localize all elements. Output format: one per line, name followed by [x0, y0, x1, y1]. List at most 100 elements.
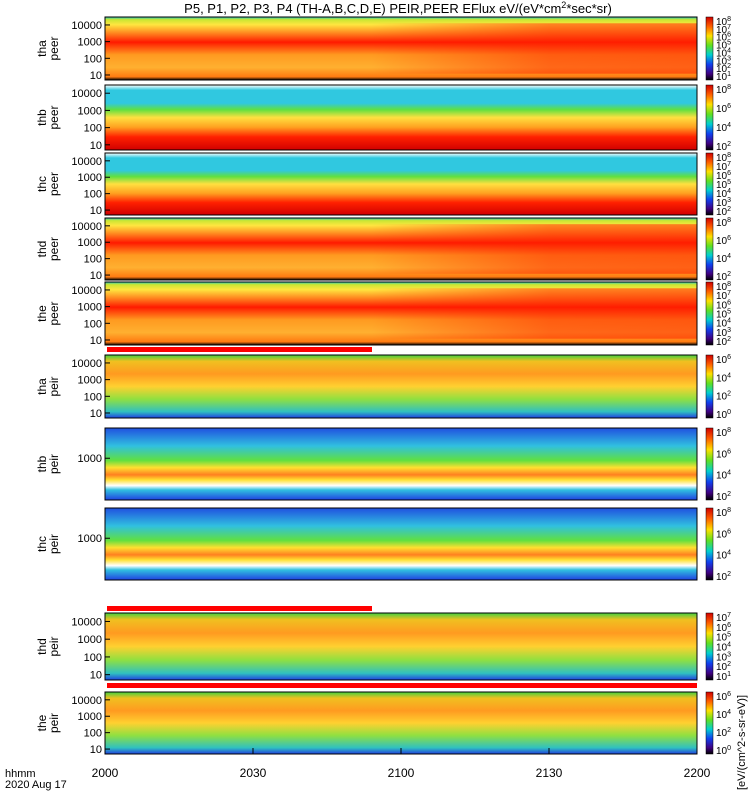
colorbar-tick-label: 105 [716, 179, 731, 191]
x-tick-label: 2100 [388, 766, 415, 780]
colorbar [705, 84, 714, 151]
panel-frame [104, 354, 698, 419]
colorbar [705, 354, 714, 419]
colorbar-tick-label: 106 [716, 170, 731, 182]
y-tick-label: 10 [90, 140, 102, 152]
panel-label: thcpeir [35, 534, 61, 554]
colorbar-tick-label: 102 [716, 391, 731, 403]
colorbar-tick-label: 104 [716, 372, 731, 384]
colorbar-tick-label: 103 [716, 55, 731, 67]
heatmap-overlay [105, 23, 697, 74]
chart-title: P5, P1, P2, P3, P4 (TH-A,B,C,D,E) PEIR,P… [184, 0, 612, 16]
colorbar-tick-label: 102 [716, 206, 731, 218]
colorbar-tick-label: 105 [716, 632, 731, 644]
heatmap-overlay [105, 224, 697, 274]
y-tick-label: 10000 [71, 88, 102, 100]
panel-frame [104, 281, 698, 346]
colorbar-tick-label: 104 [716, 253, 731, 265]
colorbar-tick-label: 108 [716, 427, 731, 439]
colorbar-tick-label: 102 [716, 661, 731, 673]
colorbar-tick-label: 100 [716, 745, 731, 757]
panel-thd-peir: 10000 1000 100 10 thdpeir 1071061051041031021… [35, 612, 731, 683]
data-gap-bar [107, 347, 372, 352]
y-tick-label: 10000 [71, 285, 102, 297]
panel-frame [104, 152, 698, 216]
colorbar-tick-label: 106 [716, 448, 731, 460]
y-tick-label: 1000 [78, 37, 102, 49]
colorbar-tick-label: 104 [716, 642, 731, 654]
y-tick-label: 10 [90, 744, 102, 756]
y-tick-label: 10 [90, 70, 102, 82]
colorbar-tick-label: 104 [716, 550, 731, 562]
y-tick-label: 10000 [71, 695, 102, 707]
panel-label: thcpeer [35, 172, 61, 196]
panel-thd-peer: 10000 1000 100 10 thdpeer 108 106 104 102 [35, 217, 731, 283]
colorbar-tick-label: 101 [716, 671, 731, 683]
colorbar-tick-label: 102 [716, 271, 731, 283]
y-tick-label: 10 [90, 335, 102, 347]
y-tick-label: 10 [90, 408, 102, 420]
panel-frame [104, 507, 698, 581]
colorbar-tick-label: 102 [716, 491, 731, 503]
panel-tha-peer: 10000100010010thapeer1081071061051041031… [35, 16, 731, 83]
date-label: 2020 Aug 17 [5, 779, 67, 791]
panel-frame [104, 84, 698, 151]
panel-frame [104, 427, 698, 501]
y-tick-label: 100 [84, 318, 102, 330]
y-tick-label: 100 [84, 123, 102, 135]
panel-label: thapeir [35, 376, 61, 396]
colorbar [705, 507, 714, 581]
panel-thb-peer: 10000 1000 100 10 thbpeer 108 106 104 102 [35, 84, 731, 153]
colorbar-tick-label: 101 [716, 71, 731, 83]
data-gap-bar [107, 606, 372, 611]
y-tick-label: 1000 [78, 237, 102, 249]
colorbar-tick-label: 106 [716, 622, 731, 634]
colorbar-tick-label: 106 [716, 32, 731, 44]
spectrogram-heatmap [105, 85, 697, 150]
y-tick-label: 10000 [71, 156, 102, 168]
colorbar-tick-label: 108 [716, 281, 731, 293]
panel-label: thepeer [35, 301, 61, 325]
y-tick-label: 1000 [78, 711, 102, 723]
y-tick-label: 1000 [78, 453, 102, 465]
y-tick-label: 10 [90, 270, 102, 282]
y-tick-label: 100 [84, 652, 102, 664]
x-axis-label: hhmm [5, 768, 36, 780]
colorbar-tick-label: 102 [716, 571, 731, 583]
y-tick-label: 10000 [71, 358, 102, 370]
y-tick-label: 10000 [71, 221, 102, 233]
colorbar-tick-label: 108 [716, 507, 731, 519]
panel-frame [104, 612, 698, 681]
y-tick-label: 10000 [71, 616, 102, 628]
y-tick-label: 100 [84, 254, 102, 266]
spectrogram-heatmap [105, 153, 697, 215]
colorbar-tick-label: 100 [716, 409, 731, 421]
y-tick-label: 1000 [78, 105, 102, 117]
colorbar-tick-label: 108 [716, 217, 731, 229]
colorbar-tick-label: 106 [716, 691, 731, 703]
colorbar-tick-label: 108 [716, 152, 731, 164]
spectrogram-heatmap [105, 692, 697, 754]
colorbar-tick-label: 104 [716, 709, 731, 721]
colorbar-tick-label: 107 [716, 612, 731, 624]
panel-thc-peer: 10000 1000 100 10 thcpeer 1081071061051041031… [35, 152, 731, 218]
colorbar-tick-label: 104 [716, 470, 731, 482]
y-tick-label: 10 [90, 670, 102, 682]
heatmap-overlay [105, 288, 697, 339]
colorbar [705, 152, 714, 216]
panel-the-peir: 10000 1000 100 10 thepeir 106 104 102 100 [35, 691, 731, 757]
data-gap-bar [107, 683, 697, 688]
y-tick-label: 1000 [78, 172, 102, 184]
colorbar-tick-label: 104 [716, 188, 731, 200]
colorbar [705, 16, 714, 81]
y-tick-label: 1000 [78, 375, 102, 387]
colorbar-tick-label: 104 [716, 318, 731, 330]
colorbar-tick-label: 106 [716, 299, 731, 311]
y-tick-label: 100 [84, 189, 102, 201]
x-tick-label: 2130 [536, 766, 563, 780]
spectrogram-heatmap [105, 355, 697, 418]
colorbar-tick-label: 106 [716, 235, 731, 247]
panel-tha-peir: 10000 1000 100 10 thapeir 106 104 102 100 [35, 354, 731, 421]
colorbar-unit-label: [eV/(cm^2-s-sr-eV)] [736, 695, 748, 790]
